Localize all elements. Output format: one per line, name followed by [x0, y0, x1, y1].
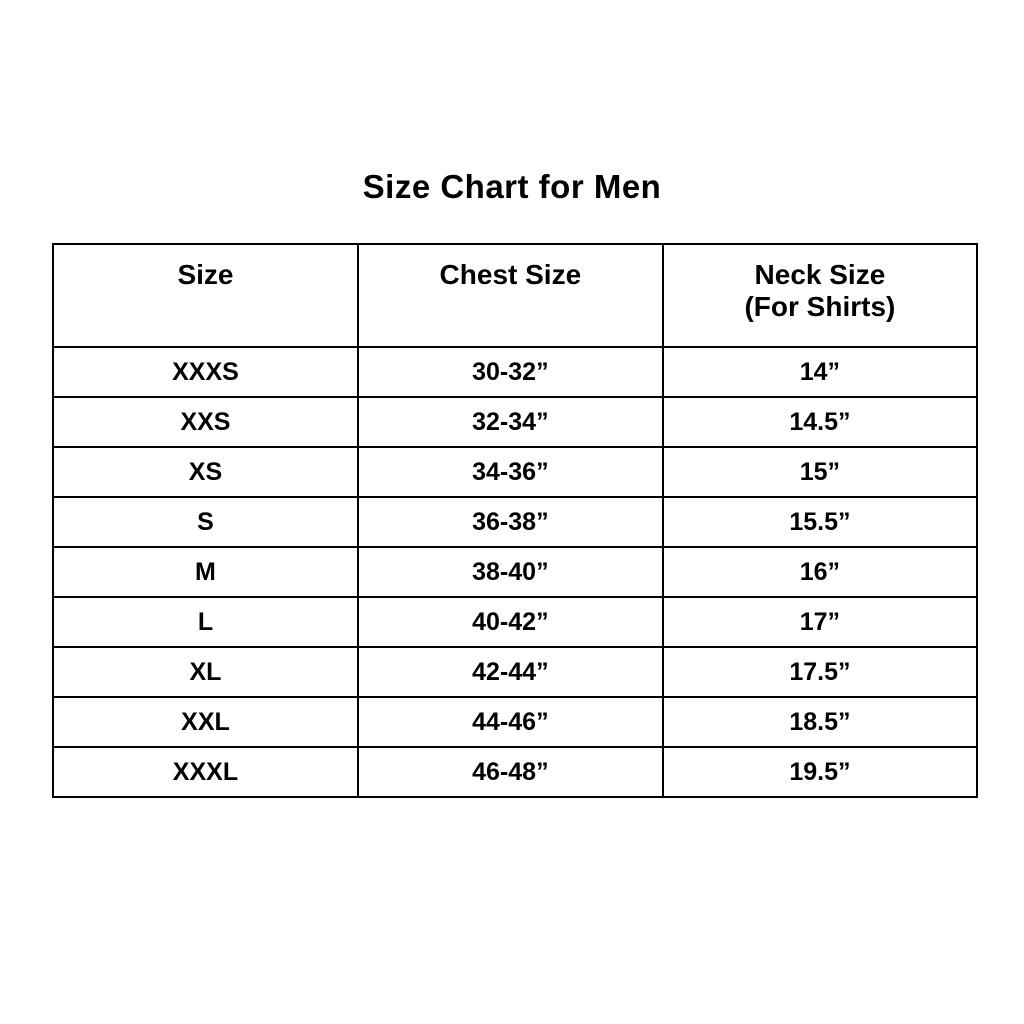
neck-size-cell: 18.5” [661, 696, 979, 748]
neck-size-cell: 14.5” [661, 396, 979, 448]
table-row: L 40-42” 17” [52, 596, 979, 648]
size-cell: XXXS [52, 346, 359, 398]
neck-size-cell: 16” [661, 546, 979, 598]
neck-size-cell: 15” [661, 446, 979, 498]
size-cell: XXL [52, 696, 359, 748]
chest-size-cell: 30-32” [356, 346, 664, 398]
table-row: M 38-40” 16” [52, 546, 979, 598]
table-body: XXXS 30-32” 14” XXS 32-34” 14.5” XS 34-3… [52, 346, 979, 798]
chest-size-cell: 46-48” [356, 746, 664, 798]
chest-size-cell: 40-42” [356, 596, 664, 648]
chest-size-cell: 36-38” [356, 496, 664, 548]
size-cell: L [52, 596, 359, 648]
chest-size-cell: 32-34” [356, 396, 664, 448]
neck-size-cell: 17” [661, 596, 979, 648]
table-row: XL 42-44” 17.5” [52, 646, 979, 698]
chest-size-cell: 42-44” [356, 646, 664, 698]
neck-size-cell: 14” [661, 346, 979, 398]
chest-size-cell: 38-40” [356, 546, 664, 598]
size-cell: XL [52, 646, 359, 698]
size-chart-table: Size Chest Size Neck Size (For Shirts) X… [52, 243, 979, 798]
column-header-sublabel: (For Shirts) [744, 291, 896, 322]
table-header: Size Chest Size Neck Size (For Shirts) [52, 243, 979, 348]
chest-size-cell: 44-46” [356, 696, 664, 748]
chest-size-cell: 34-36” [356, 446, 664, 498]
table-row: XS 34-36” 15” [52, 446, 979, 498]
column-header-label: Size [177, 259, 234, 290]
column-header-label: Chest Size [439, 259, 582, 290]
column-header-label: Neck Size [754, 259, 886, 290]
table-row: XXS 32-34” 14.5” [52, 396, 979, 448]
size-cell: XXS [52, 396, 359, 448]
table-row: S 36-38” 15.5” [52, 496, 979, 548]
header-row: Size Chest Size Neck Size (For Shirts) [52, 243, 979, 348]
size-cell: XXXL [52, 746, 359, 798]
size-cell: M [52, 546, 359, 598]
page-title: Size Chart for Men [362, 168, 662, 205]
column-header-chest-size: Chest Size [356, 243, 664, 348]
size-cell: XS [52, 446, 359, 498]
column-header-neck-size: Neck Size (For Shirts) [661, 243, 979, 348]
table-row: XXXS 30-32” 14” [52, 346, 979, 398]
neck-size-cell: 17.5” [661, 646, 979, 698]
size-cell: S [52, 496, 359, 548]
neck-size-cell: 15.5” [661, 496, 979, 548]
table-row: XXL 44-46” 18.5” [52, 696, 979, 748]
table-row: XXXL 46-48” 19.5” [52, 746, 979, 798]
neck-size-cell: 19.5” [661, 746, 979, 798]
column-header-size: Size [52, 243, 359, 348]
